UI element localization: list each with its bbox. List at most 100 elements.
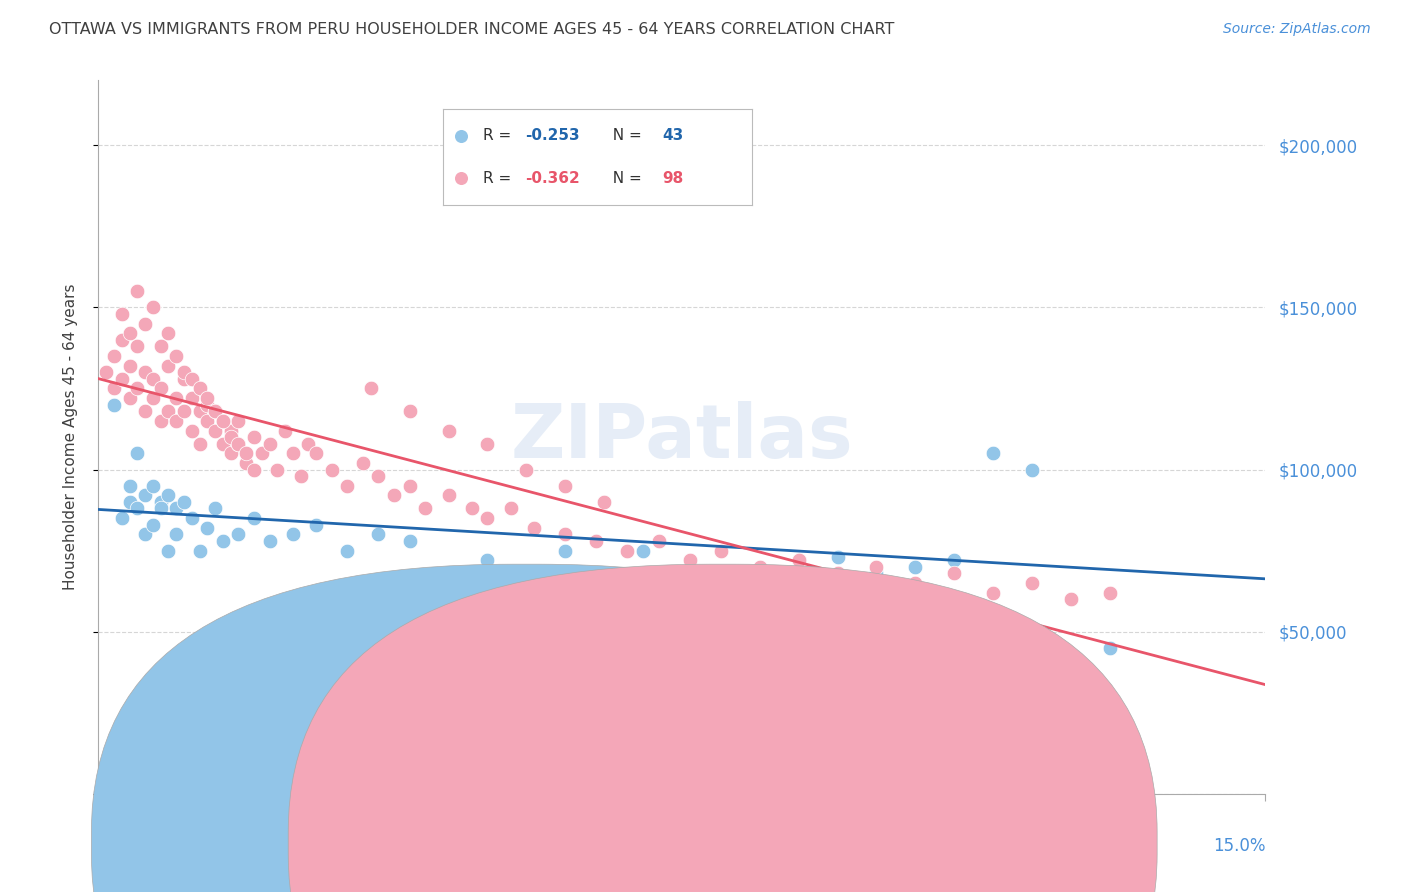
Point bbox=[865, 559, 887, 574]
Y-axis label: Householder Income Ages 45 - 64 years: Householder Income Ages 45 - 64 years bbox=[63, 284, 77, 591]
Point bbox=[118, 495, 141, 509]
Text: 0.0%: 0.0% bbox=[98, 837, 141, 855]
Point bbox=[149, 495, 172, 509]
Point bbox=[165, 414, 187, 428]
Point bbox=[352, 456, 374, 470]
Point bbox=[360, 381, 382, 395]
Point bbox=[111, 333, 134, 347]
Text: 15.0%: 15.0% bbox=[1213, 837, 1265, 855]
Point bbox=[173, 365, 195, 379]
Point bbox=[219, 446, 242, 460]
Point bbox=[321, 462, 343, 476]
Point bbox=[149, 501, 172, 516]
Point bbox=[188, 543, 211, 558]
Point bbox=[188, 404, 211, 418]
Point bbox=[281, 446, 304, 460]
Point bbox=[437, 566, 460, 581]
Point bbox=[195, 398, 218, 412]
Point bbox=[297, 436, 319, 450]
Point bbox=[336, 543, 359, 558]
Point bbox=[157, 488, 180, 502]
Point bbox=[118, 359, 141, 373]
Point bbox=[305, 446, 328, 460]
Point bbox=[157, 359, 180, 373]
Point bbox=[477, 511, 499, 525]
Point bbox=[142, 517, 165, 532]
Point bbox=[157, 543, 180, 558]
Point bbox=[127, 446, 149, 460]
Point bbox=[103, 349, 125, 363]
Point bbox=[142, 301, 165, 315]
Point bbox=[134, 527, 156, 541]
Point bbox=[149, 414, 172, 428]
Point bbox=[1098, 640, 1121, 655]
Point bbox=[398, 479, 420, 493]
Point bbox=[142, 479, 165, 493]
Point bbox=[336, 479, 359, 493]
Point bbox=[499, 501, 522, 516]
Point bbox=[710, 543, 733, 558]
Text: OTTAWA VS IMMIGRANTS FROM PERU HOUSEHOLDER INCOME AGES 45 - 64 YEARS CORRELATION: OTTAWA VS IMMIGRANTS FROM PERU HOUSEHOLD… bbox=[49, 22, 894, 37]
Text: N =: N = bbox=[603, 170, 647, 186]
Point bbox=[259, 533, 281, 548]
Point bbox=[266, 462, 288, 476]
Point bbox=[250, 446, 273, 460]
Point bbox=[212, 533, 235, 548]
Point bbox=[188, 436, 211, 450]
Point bbox=[243, 462, 266, 476]
Point bbox=[787, 553, 810, 567]
Point bbox=[173, 495, 195, 509]
Text: R =: R = bbox=[482, 128, 516, 144]
Point bbox=[127, 381, 149, 395]
Point bbox=[904, 576, 927, 591]
Point bbox=[180, 391, 202, 405]
Point bbox=[981, 446, 1004, 460]
Point bbox=[523, 521, 546, 535]
Point bbox=[593, 495, 616, 509]
Point bbox=[243, 430, 266, 444]
Point bbox=[616, 543, 638, 558]
Point bbox=[827, 566, 849, 581]
Point bbox=[437, 424, 460, 438]
Point bbox=[111, 511, 134, 525]
Point bbox=[437, 488, 460, 502]
Point bbox=[180, 424, 202, 438]
Point bbox=[157, 404, 180, 418]
Point bbox=[195, 391, 218, 405]
Point bbox=[943, 566, 966, 581]
Point bbox=[204, 404, 226, 418]
Point bbox=[631, 543, 654, 558]
Point bbox=[212, 414, 235, 428]
Point bbox=[585, 533, 607, 548]
Point bbox=[981, 586, 1004, 600]
Point bbox=[748, 559, 770, 574]
Point bbox=[118, 479, 141, 493]
Point bbox=[281, 527, 304, 541]
Point bbox=[259, 436, 281, 450]
Point bbox=[1021, 576, 1043, 591]
Point bbox=[1098, 586, 1121, 600]
Point bbox=[398, 404, 420, 418]
Point bbox=[904, 559, 927, 574]
Point bbox=[165, 527, 187, 541]
Point bbox=[180, 372, 202, 386]
Point bbox=[173, 404, 195, 418]
Point bbox=[195, 521, 218, 535]
Point bbox=[450, 128, 472, 143]
Point bbox=[515, 462, 537, 476]
Point bbox=[477, 553, 499, 567]
Text: 43: 43 bbox=[662, 128, 683, 144]
Point bbox=[142, 372, 165, 386]
Point bbox=[195, 414, 218, 428]
Point bbox=[398, 533, 420, 548]
Point bbox=[367, 469, 389, 483]
Point bbox=[787, 553, 810, 567]
Point bbox=[180, 511, 202, 525]
Point bbox=[134, 404, 156, 418]
Point bbox=[118, 391, 141, 405]
Point bbox=[149, 381, 172, 395]
Point bbox=[461, 501, 484, 516]
Point bbox=[188, 381, 211, 395]
Point bbox=[413, 501, 436, 516]
Point bbox=[1060, 592, 1083, 607]
